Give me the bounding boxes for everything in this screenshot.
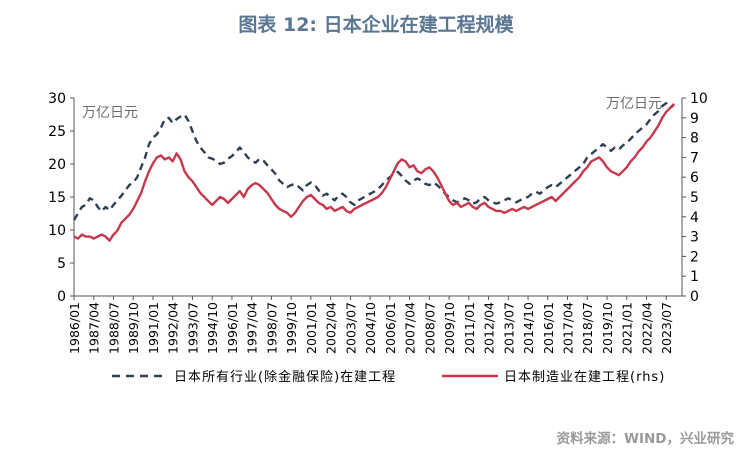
- x-tick-label: 2017/04: [561, 302, 576, 354]
- legend-label-manufacturing: 日本制造业在建工程(rhs): [504, 370, 665, 385]
- right-tick-label: 8: [690, 131, 699, 147]
- right-tick-label: 10: [690, 91, 708, 107]
- chart-title: 图表 12: 日本企业在建工程规模: [238, 14, 514, 36]
- x-tick-label: 2003/07: [343, 302, 358, 354]
- left-tick-label: 5: [57, 256, 66, 272]
- x-tick-label: 1987/04: [87, 302, 102, 354]
- right-unit-label: 万亿日元: [606, 96, 662, 112]
- x-tick-label: 2008/07: [422, 302, 437, 354]
- source-note: 资料来源：WIND，兴业研究: [556, 431, 734, 447]
- x-tick-label: 1992/04: [166, 302, 181, 354]
- legend-label-all-industries: 日本所有行业(除金融保险)在建工程: [174, 369, 396, 385]
- x-tick-label: 1988/07: [106, 302, 121, 354]
- x-tick-label: 2023/07: [659, 302, 674, 354]
- x-tick-label: 2002/04: [324, 302, 339, 354]
- left-tick-label: 0: [57, 289, 66, 305]
- legend: 日本所有行业(除金融保险)在建工程 日本制造业在建工程(rhs): [112, 369, 665, 385]
- x-tick-label: 2022/04: [639, 302, 654, 354]
- x-tick-label: 2011/01: [462, 302, 477, 354]
- left-tick-label: 15: [48, 190, 66, 206]
- right-tick-label: 7: [690, 150, 699, 166]
- series-layer: [72, 102, 675, 242]
- x-tick-label: 2006/01: [383, 302, 398, 354]
- right-tick-label: 9: [690, 111, 699, 127]
- x-tick-label: 2004/10: [363, 302, 378, 354]
- right-tick-label: 2: [690, 249, 699, 265]
- series-line-all-industries: [72, 102, 675, 221]
- x-tick-label: 1998/07: [264, 302, 279, 354]
- axes: 0 5 10 15 20 25 30 0 1 2 3 4 5 6 7 8 9 10 1986/01 1987/04 19…: [48, 91, 708, 354]
- x-tick-label: 2007/04: [403, 302, 418, 354]
- right-tick-label: 3: [690, 230, 699, 246]
- left-tick-label: 25: [48, 124, 66, 140]
- x-tick-label: 1989/10: [126, 302, 141, 354]
- x-tick-label: 1991/01: [146, 302, 161, 354]
- left-unit-label: 万亿日元: [82, 105, 138, 121]
- x-tick-label: 2016/01: [541, 302, 556, 354]
- x-tick-label: 2012/04: [482, 302, 497, 354]
- x-tick-label: 2014/10: [521, 302, 536, 354]
- series-line-manufacturing: [73, 103, 675, 242]
- right-tick-label: 1: [690, 269, 699, 285]
- left-tick-label: 10: [48, 223, 66, 239]
- x-tick-label: 1996/01: [225, 302, 240, 354]
- left-tick-label: 30: [48, 91, 66, 107]
- x-tick-label: 2021/01: [620, 302, 635, 354]
- x-tick-label: 1986/01: [67, 302, 82, 354]
- right-tick-label: 0: [690, 289, 699, 305]
- x-tick-label: 1999/10: [284, 302, 299, 354]
- left-tick-label: 20: [48, 157, 66, 173]
- x-tick-label: 2001/01: [304, 302, 319, 354]
- right-tick-label: 5: [690, 190, 699, 206]
- x-tick-label: 1997/04: [245, 302, 260, 354]
- x-tick-label: 2019/10: [600, 302, 615, 354]
- right-tick-label: 4: [690, 210, 699, 226]
- x-tick-label: 1993/07: [185, 302, 200, 354]
- x-tick-label: 2009/10: [442, 302, 457, 354]
- x-tick-label: 2018/07: [580, 302, 595, 354]
- x-tick-label: 2013/07: [501, 302, 516, 354]
- right-tick-label: 6: [690, 170, 699, 186]
- x-tick-label: 1994/10: [205, 302, 220, 354]
